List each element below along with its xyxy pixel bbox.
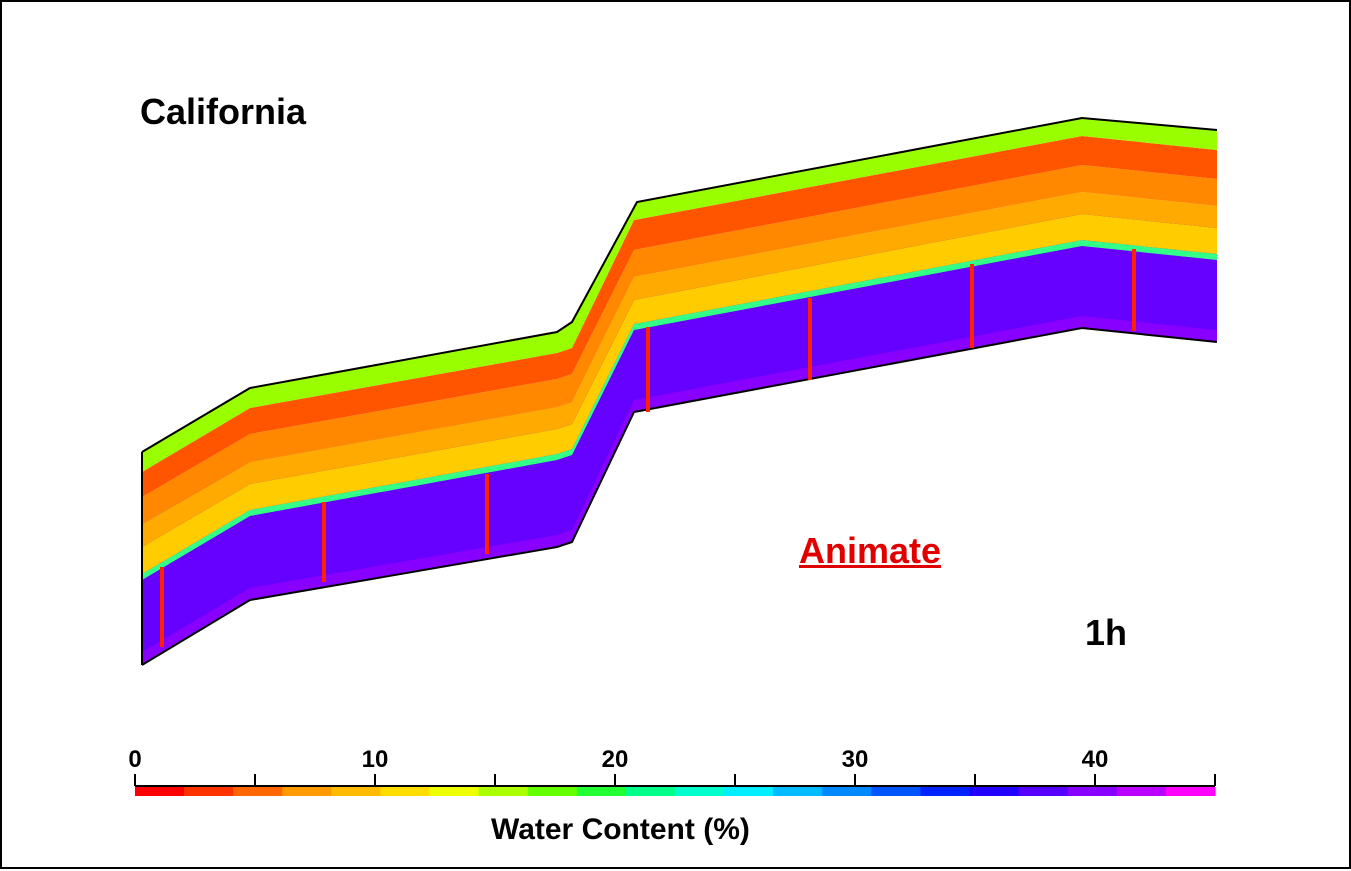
colorbar-segment [920, 787, 971, 796]
probe-4 [646, 327, 650, 412]
colorbar-segment [871, 787, 922, 796]
colorbar-segment [625, 787, 676, 796]
probe-6 [970, 264, 974, 348]
probe-5 [808, 298, 812, 380]
colorbar-ticks [134, 774, 1216, 786]
colorbar-segment [1067, 787, 1118, 796]
colorbar-segment [576, 787, 627, 796]
colorbar-segment [1165, 787, 1216, 796]
animate-link[interactable]: Animate [799, 530, 942, 571]
colorbar-segment [478, 787, 529, 796]
colorbar-tick-label-10: 10 [361, 746, 389, 773]
colorbar-segment [135, 787, 185, 796]
colorbar-segment [969, 787, 1020, 796]
colorbar-tick-label-0: 0 [128, 746, 142, 773]
time-label: 1h [1085, 612, 1128, 653]
colorbar-tick-label-30: 30 [841, 746, 869, 773]
probes [160, 249, 1136, 647]
colorbar-segment [822, 787, 872, 796]
dry-layer [142, 197, 1217, 665]
probe-1 [160, 567, 164, 647]
colorbar-segment [282, 787, 332, 796]
figure-title: California [140, 91, 307, 132]
colorbar-tick-label-40: 40 [1081, 746, 1109, 773]
colorbar [135, 787, 1216, 796]
colorbar-tick-label-20: 20 [601, 746, 629, 773]
ground-surface-line [141, 116, 1218, 453]
colorbar-segment [1116, 787, 1167, 796]
colorbar-segment [675, 787, 725, 796]
colorbar-title: Water Content (%) [491, 813, 750, 846]
soil-layers [142, 118, 1217, 665]
colorbar-segment [380, 787, 431, 796]
colorbar-segment [429, 787, 480, 796]
colorbar-segment [184, 787, 234, 796]
colorbar-segment [1018, 787, 1069, 796]
colorbar-segment [773, 787, 823, 796]
colorbar-segment [724, 787, 774, 796]
colorbar-segment [527, 787, 578, 796]
probe-3 [485, 474, 489, 554]
colorbar-segment [331, 787, 382, 796]
probe-7 [1132, 249, 1136, 331]
probe-2 [322, 502, 326, 582]
base-line [141, 326, 1218, 666]
colorbar-segment [233, 787, 283, 796]
